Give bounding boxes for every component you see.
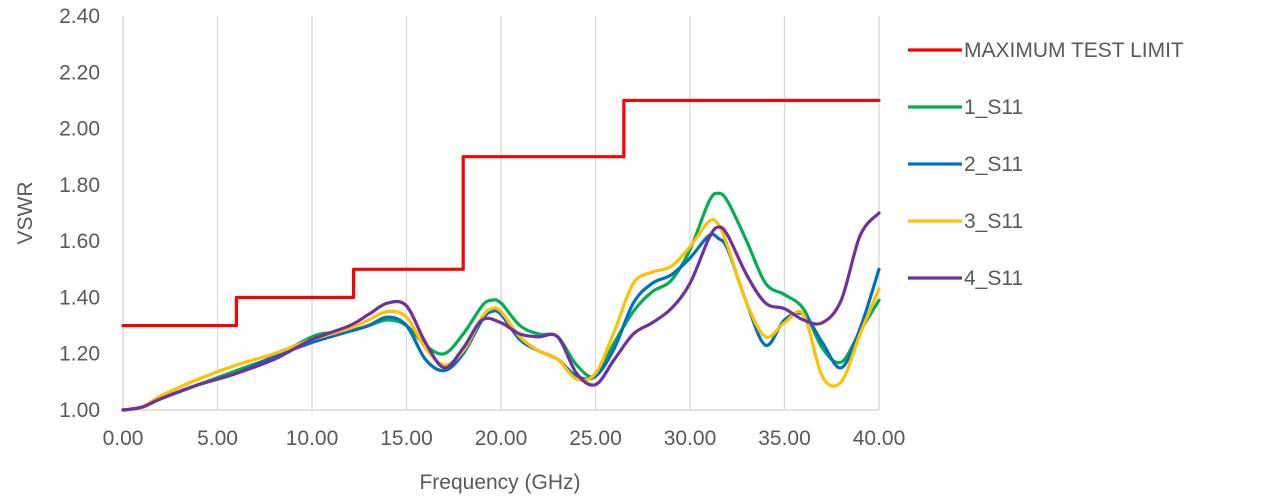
y-tick-label: 1.20: [59, 343, 100, 366]
y-tick-label: 1.40: [59, 286, 100, 309]
x-tick-label: 15.00: [380, 427, 433, 450]
x-axis-title: Frequency (GHz): [419, 471, 580, 494]
x-tick-label: 0.00: [103, 427, 144, 450]
x-tick-label: 10.00: [286, 427, 339, 450]
legend-label: 4_S11: [964, 267, 1023, 290]
series-line-1-s11: [121, 191, 881, 412]
series-lines: [121, 98, 881, 412]
y-tick-label: 2.20: [59, 61, 100, 84]
y-axis-title: VSWR: [14, 182, 37, 245]
legend: MAXIMUM TEST LIMIT 1_S11 2_S11 3_S11 4_S11: [908, 39, 1184, 290]
x-tick-label: 5.00: [197, 427, 238, 450]
tick-labels: 0.00 5.00 10.00 15.00 20.00 25.00 30.00 35.00 40…: [59, 5, 905, 450]
y-tick-label: 2.00: [59, 118, 100, 141]
legend-item-3-s11: 3_S11: [908, 210, 1023, 233]
legend-label: 3_S11: [964, 210, 1023, 233]
legend-item-1-s11: 1_S11: [908, 96, 1023, 119]
x-tick-label: 30.00: [664, 427, 717, 450]
x-tick-label: 35.00: [758, 427, 811, 450]
grid: [216, 16, 880, 410]
x-tick-label: 25.00: [569, 427, 622, 450]
y-tick-label: 1.00: [59, 399, 100, 422]
legend-label: 1_S11: [964, 96, 1023, 119]
legend-item-maximum-test-limit: MAXIMUM TEST LIMIT: [908, 39, 1184, 62]
x-tick-label: 40.00: [853, 427, 906, 450]
series-line-maximum-test-limit: [121, 98, 881, 328]
legend-label: MAXIMUM TEST LIMIT: [964, 39, 1184, 62]
x-tick-label: 20.00: [475, 427, 528, 450]
axes: [122, 16, 879, 411]
legend-item-4-s11: 4_S11: [908, 267, 1023, 290]
series-line-4-s11: [121, 211, 881, 412]
y-tick-label: 1.60: [59, 230, 100, 253]
y-tick-label: 2.40: [59, 5, 100, 28]
legend-item-2-s11: 2_S11: [908, 153, 1023, 176]
y-tick-label: 1.80: [59, 174, 100, 197]
legend-label: 2_S11: [964, 153, 1023, 176]
